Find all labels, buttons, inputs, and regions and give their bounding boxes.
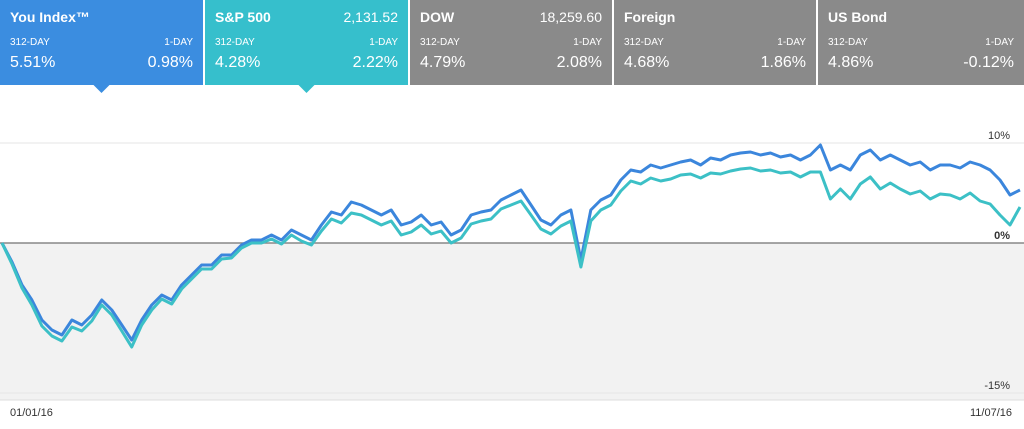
tab-value-long: 4.86% <box>828 54 874 71</box>
tab-label-long: 312-DAY <box>215 37 255 48</box>
tab-label-long: 312-DAY <box>624 37 664 48</box>
tab-value-long: 4.68% <box>624 54 670 71</box>
y-tick-label: 10% <box>988 130 1010 142</box>
tab-value-short: 2.08% <box>556 54 602 71</box>
tab-name: S&P 500 <box>215 9 271 25</box>
tab-value-short: 0.98% <box>147 54 193 71</box>
index-tab[interactable]: Foreign 312-DAY 1-DAY 4.68% 1.86% <box>614 0 816 85</box>
y-tick-label: -15% <box>984 380 1010 392</box>
tab-label-short: 1-DAY <box>985 37 1014 48</box>
tab-name: DOW <box>420 9 455 25</box>
tab-pointer <box>298 85 315 93</box>
index-tab[interactable]: DOW 18,259.60 312-DAY 1-DAY 4.79% 2.08% <box>410 0 612 85</box>
tab-value-short: 1.86% <box>760 54 806 71</box>
tab-label-long: 312-DAY <box>10 37 50 48</box>
series-line <box>0 166 1022 349</box>
tab-value-short: 2.22% <box>352 54 398 71</box>
series-line <box>0 143 1021 342</box>
index-tab[interactable]: You Index™ 312-DAY 1-DAY 5.51% 0.98% <box>0 0 203 85</box>
tab-price: 18,259.60 <box>539 9 602 25</box>
tab-label-long: 312-DAY <box>420 37 460 48</box>
negative-area <box>0 243 1024 400</box>
tab-value-short: -0.12% <box>963 54 1014 71</box>
tab-label-short: 1-DAY <box>369 37 398 48</box>
tab-name: US Bond <box>828 9 888 25</box>
tab-label-short: 1-DAY <box>777 37 806 48</box>
tab-value-long: 5.51% <box>10 54 56 71</box>
tab-label-long: 312-DAY <box>828 37 868 48</box>
tab-pointer <box>93 85 110 93</box>
tab-value-long: 4.79% <box>420 54 466 71</box>
x-tick-label: 01/01/16 <box>10 407 53 419</box>
tab-label-short: 1-DAY <box>164 37 193 48</box>
tab-label-short: 1-DAY <box>573 37 602 48</box>
tab-name: Foreign <box>624 9 676 25</box>
tab-price: 2,131.52 <box>343 9 399 25</box>
tab-name: You Index™ <box>10 9 90 25</box>
index-tab[interactable]: US Bond 312-DAY 1-DAY 4.86% -0.12% <box>818 0 1024 85</box>
y-tick-label: 0% <box>994 230 1010 242</box>
tab-value-long: 4.28% <box>215 54 261 71</box>
index-tab[interactable]: S&P 500 2,131.52 312-DAY 1-DAY 4.28% 2.22% <box>205 0 408 85</box>
x-tick-label: 11/07/16 <box>970 407 1012 419</box>
